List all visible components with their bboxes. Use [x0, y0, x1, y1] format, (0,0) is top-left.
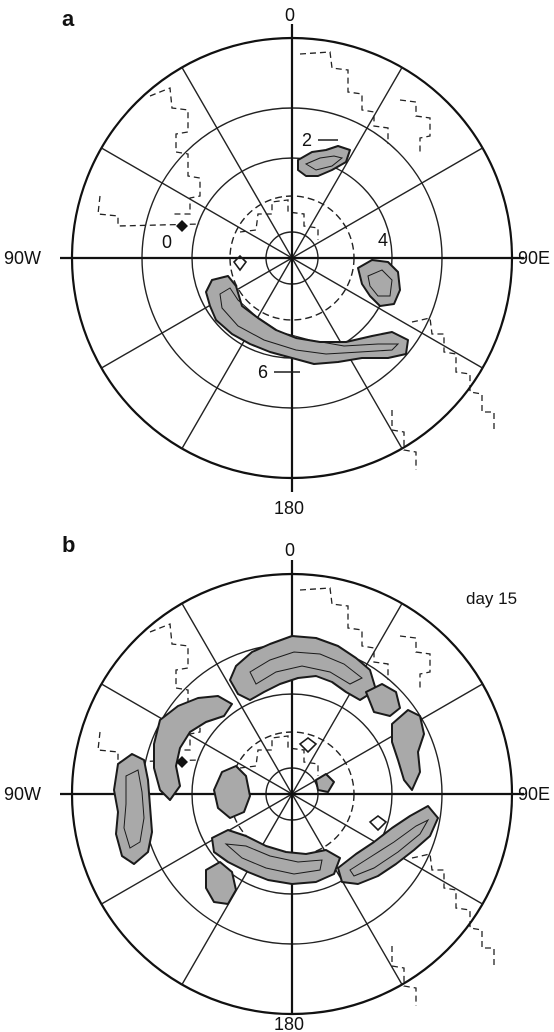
panel-a-meridian-60	[291, 147, 483, 259]
panel-b-coastline-northeast	[399, 635, 431, 688]
panel-a-meridian-240	[101, 257, 293, 369]
panel-a-label-left: 90W	[4, 248, 41, 268]
panel-a-region-east-contour	[367, 269, 393, 297]
panel-a-contour-label-2: 2	[302, 130, 312, 150]
panel-b: b day 15	[4, 532, 550, 1032]
panel-b-region-east	[391, 709, 425, 791]
panel-b-coastline-southeast	[391, 946, 417, 1006]
panel-a-contour-label-0: 0	[162, 232, 172, 252]
panel-b-day-annotation: day 15	[466, 589, 517, 608]
panel-b-meridian-30	[291, 603, 403, 795]
panel-a-region-southwest-contour	[219, 287, 400, 355]
panel-a-region-north	[297, 145, 351, 177]
panel-b-region-northeast	[365, 683, 401, 717]
panel-a-region-north-contour	[304, 155, 344, 171]
panel-b-region-north	[229, 635, 377, 701]
panel-b-coastline-northwest	[149, 623, 201, 751]
panel-b-region-small-center	[315, 773, 335, 793]
panel-a-marker-point	[176, 220, 188, 232]
panel-a-small-contour	[232, 254, 248, 272]
panel-a-coastline-northeast	[399, 99, 431, 152]
panel-b-label-bottom: 180	[274, 1014, 304, 1032]
panel-a-meridian-330	[181, 67, 293, 259]
panel-b-small-contour-1	[298, 737, 318, 754]
panel-b-region-west-ring	[153, 695, 233, 801]
panel-b-label-right: 90E	[518, 784, 550, 804]
panel-b-marker-point	[176, 756, 188, 768]
panel-b-region-inner-west	[213, 765, 251, 819]
panel-a-contour-label-6: 6	[258, 362, 268, 382]
panel-b-label-left: 90W	[4, 784, 41, 804]
panel-a-contour-label-4: 4	[378, 230, 388, 250]
panel-b-meridian-240	[101, 793, 293, 905]
panel-b-meridian-150	[291, 793, 403, 985]
panel-b-meridian-300	[101, 683, 293, 795]
panel-a-meridian-120	[291, 257, 483, 369]
panel-a-label: a	[62, 6, 75, 31]
panel-b-region-southeast	[337, 805, 439, 885]
panel-b-region-far-west-contour	[123, 769, 145, 849]
panel-a-region-east	[357, 259, 401, 307]
panel-b-label: b	[62, 532, 75, 557]
panel-a-meridian-300	[101, 147, 293, 259]
panel-b-region-southwest	[205, 861, 237, 905]
panel-b-meridian-210	[181, 793, 293, 985]
panel-b-coastline-east	[411, 853, 495, 966]
panel-b-region-south-contour	[224, 843, 323, 875]
panel-b-region-southeast-contour	[349, 818, 430, 877]
panel-a: a	[4, 5, 550, 518]
panel-b-label-top: 0	[285, 540, 295, 560]
panel-a-coastline-east	[411, 317, 495, 430]
panel-a-coastline-center	[239, 199, 319, 240]
panel-b-meridian-330	[181, 603, 293, 795]
panel-a-label-top: 0	[285, 5, 295, 25]
panel-b-region-north-contour	[249, 651, 363, 685]
panel-a-coastline-southeast	[391, 410, 417, 470]
panel-b-coastline-center	[239, 735, 319, 776]
panel-a-region-southwest	[205, 275, 409, 365]
panel-b-region-far-west	[113, 753, 153, 865]
panel-a-meridian-210	[181, 257, 293, 449]
panel-a-label-right: 90E	[518, 248, 550, 268]
panel-b-small-contour-2	[368, 815, 388, 832]
panel-a-coastline-north	[299, 51, 389, 144]
panel-b-coastline-north	[299, 587, 389, 680]
panel-b-meridians	[101, 603, 483, 985]
panel-a-meridian-30	[291, 67, 403, 259]
panel-a-label-bottom: 180	[274, 498, 304, 518]
panel-a-coastline-northwest	[149, 87, 201, 215]
